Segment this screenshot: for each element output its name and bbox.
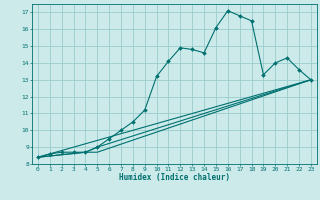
X-axis label: Humidex (Indice chaleur): Humidex (Indice chaleur): [119, 173, 230, 182]
